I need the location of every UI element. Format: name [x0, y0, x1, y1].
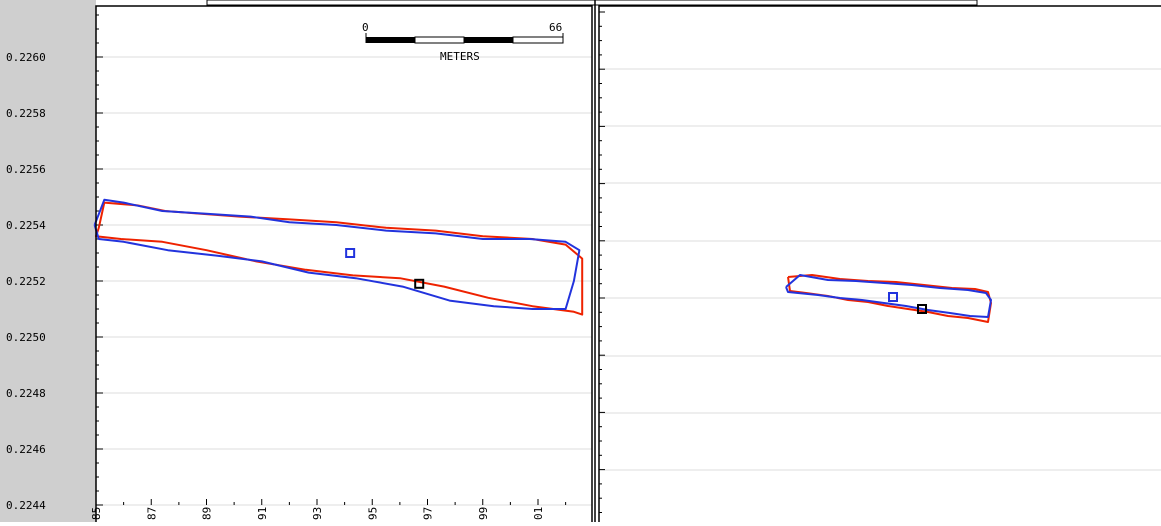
left-x-tick-label-5: 95	[366, 507, 379, 520]
right-plot-frame	[598, 5, 1161, 525]
left-gridlines	[96, 56, 592, 506]
left-series-blue-outline	[93, 198, 581, 310]
right-marker-black	[917, 304, 927, 314]
scale-bar-seg-3	[464, 37, 513, 43]
left-y-axis: 0.2260 0.2258 0.2256 0.2254 0.2252 0.2250 0.22…	[6, 14, 103, 512]
scale-bar-seg-2	[414, 36, 465, 44]
left-x-tick-label-6: 97	[422, 507, 435, 520]
scale-bar-seg-1	[366, 37, 415, 43]
left-y-tick-label-8: 0.2244	[6, 499, 46, 512]
scale-bar-seg-4	[512, 36, 564, 44]
y-axis-gutter	[0, 0, 96, 522]
left-x-tick-label-4: 93	[311, 507, 324, 520]
right-y-ruler	[599, 11, 605, 513]
right-plot-markers	[888, 292, 927, 314]
left-y-tick-label-4: 0.2252	[6, 275, 46, 288]
left-x-tick-label-1: 87	[145, 507, 158, 520]
right-marker-blue	[888, 292, 898, 302]
right-plot-series	[785, 274, 992, 323]
left-y-tick-label-0: 0.2260	[6, 51, 46, 64]
left-plot-series	[93, 198, 584, 316]
scale-bar-unit-label: METERS	[440, 50, 480, 63]
scale-bar: 0 66 METERS	[362, 21, 564, 63]
left-x-axis: 85 87 89 91 93 95 97 99 01	[90, 499, 567, 520]
left-y-tick-label-2: 0.2256	[6, 163, 46, 176]
left-plot-frame	[95, 5, 593, 525]
left-x-tick-label-2: 89	[201, 507, 214, 520]
left-y-tick-label-1: 0.2258	[6, 107, 46, 120]
right-series-blue-outline	[785, 274, 992, 318]
left-y-tick-label-5: 0.2250	[6, 331, 46, 344]
scale-bar-end-label: 66	[549, 21, 562, 34]
left-x-tick-label-3: 91	[256, 507, 269, 520]
top-bar	[206, 0, 978, 6]
scale-bar-start-label: 0	[362, 21, 369, 34]
left-y-tick-label-6: 0.2248	[6, 387, 46, 400]
left-x-tick-label-8: 01	[532, 507, 545, 520]
left-x-tick-label-7: 99	[477, 507, 490, 520]
right-gridlines	[599, 68, 1161, 471]
left-y-tick-label-7: 0.2246	[6, 443, 46, 456]
left-series-red-outline	[95, 201, 584, 316]
left-y-tick-label-3: 0.2254	[6, 219, 46, 232]
left-plot-markers	[345, 248, 425, 289]
left-marker-blue	[345, 248, 356, 258]
left-marker-black	[414, 278, 425, 289]
